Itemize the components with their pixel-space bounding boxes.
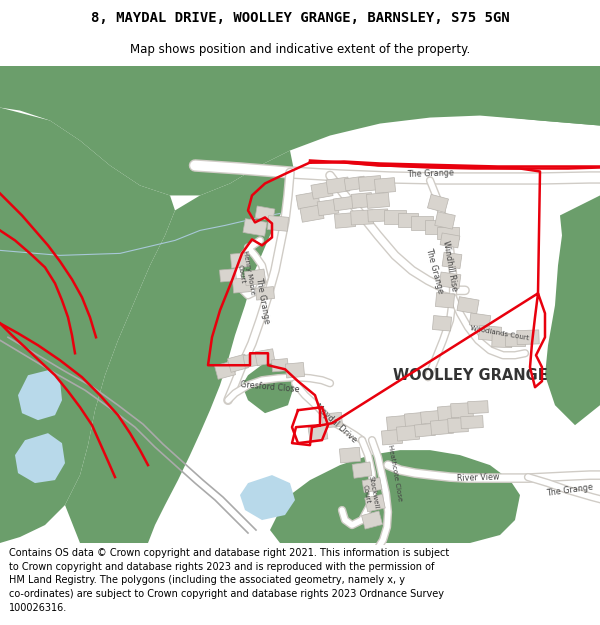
Polygon shape	[467, 401, 488, 414]
Polygon shape	[243, 353, 261, 367]
Polygon shape	[268, 216, 289, 231]
Polygon shape	[244, 269, 266, 286]
Polygon shape	[374, 177, 395, 193]
Polygon shape	[386, 415, 410, 431]
Text: The Grange: The Grange	[254, 276, 272, 324]
Polygon shape	[15, 433, 65, 483]
Polygon shape	[439, 272, 461, 289]
Polygon shape	[308, 425, 328, 441]
Text: Stockwell
Court: Stockwell Court	[361, 476, 379, 511]
Polygon shape	[411, 216, 433, 231]
Polygon shape	[382, 429, 403, 445]
Polygon shape	[437, 228, 459, 239]
Polygon shape	[18, 370, 62, 420]
Polygon shape	[0, 107, 175, 543]
Polygon shape	[421, 410, 443, 424]
Polygon shape	[469, 313, 491, 328]
Polygon shape	[358, 176, 382, 191]
Polygon shape	[437, 406, 458, 421]
Polygon shape	[317, 199, 339, 216]
Polygon shape	[384, 211, 406, 224]
Polygon shape	[404, 412, 425, 428]
Polygon shape	[270, 450, 520, 543]
Polygon shape	[427, 194, 449, 213]
Text: Windhill Rise: Windhill Rise	[441, 239, 459, 291]
Polygon shape	[457, 297, 479, 314]
Polygon shape	[227, 354, 248, 372]
Text: Map shows position and indicative extent of the property.: Map shows position and indicative extent…	[130, 42, 470, 56]
Polygon shape	[232, 278, 251, 293]
Text: Woodlands Court: Woodlands Court	[470, 325, 530, 341]
Polygon shape	[397, 425, 419, 441]
Polygon shape	[242, 360, 295, 413]
Polygon shape	[322, 412, 343, 428]
Polygon shape	[255, 349, 275, 366]
Text: The Grange: The Grange	[406, 168, 454, 179]
Polygon shape	[490, 66, 600, 126]
Text: WOOLLEY GRANGE: WOOLLEY GRANGE	[392, 368, 547, 382]
Polygon shape	[433, 316, 452, 331]
Polygon shape	[340, 448, 361, 463]
Polygon shape	[448, 418, 469, 432]
Polygon shape	[220, 269, 236, 282]
Polygon shape	[425, 221, 445, 234]
Polygon shape	[296, 192, 320, 209]
Polygon shape	[256, 287, 274, 300]
Text: Maydal Drive: Maydal Drive	[313, 402, 359, 444]
Polygon shape	[361, 511, 383, 529]
Polygon shape	[362, 478, 382, 492]
Polygon shape	[505, 334, 525, 346]
Polygon shape	[435, 212, 455, 229]
Polygon shape	[0, 66, 600, 196]
Polygon shape	[334, 213, 356, 228]
Text: Gresford Close: Gresford Close	[240, 380, 300, 394]
Text: Contains OS data © Crown copyright and database right 2021. This information is : Contains OS data © Crown copyright and d…	[9, 548, 449, 612]
Polygon shape	[440, 233, 460, 248]
Polygon shape	[442, 253, 462, 269]
Polygon shape	[311, 182, 333, 199]
Polygon shape	[352, 192, 373, 208]
Polygon shape	[451, 402, 473, 418]
Polygon shape	[545, 196, 600, 425]
Polygon shape	[352, 462, 372, 478]
Polygon shape	[272, 359, 289, 372]
Polygon shape	[436, 292, 455, 308]
Text: 8, MAYDAL DRIVE, WOOLLEY GRANGE, BARNSLEY, S75 5GN: 8, MAYDAL DRIVE, WOOLLEY GRANGE, BARNSLE…	[91, 11, 509, 26]
Polygon shape	[492, 333, 512, 348]
Polygon shape	[286, 362, 305, 378]
Polygon shape	[367, 192, 389, 208]
Polygon shape	[350, 210, 373, 225]
Polygon shape	[243, 219, 267, 236]
Polygon shape	[478, 326, 502, 341]
Polygon shape	[230, 253, 250, 268]
Polygon shape	[333, 196, 357, 211]
Polygon shape	[365, 494, 385, 512]
Text: The Grange: The Grange	[546, 482, 594, 498]
Polygon shape	[461, 416, 483, 429]
Text: Heathcote Close: Heathcote Close	[387, 444, 403, 502]
Polygon shape	[65, 151, 295, 543]
Text: River View: River View	[457, 473, 499, 483]
Polygon shape	[214, 361, 236, 379]
Polygon shape	[300, 204, 324, 222]
Polygon shape	[255, 206, 275, 221]
Polygon shape	[344, 176, 366, 191]
Polygon shape	[368, 209, 388, 222]
Polygon shape	[326, 177, 350, 194]
Polygon shape	[517, 330, 539, 344]
Text: Henry Moore
Court: Henry Moore Court	[235, 250, 255, 296]
Polygon shape	[240, 475, 295, 520]
Polygon shape	[430, 419, 454, 435]
Text: The Grange: The Grange	[425, 246, 445, 294]
Polygon shape	[415, 423, 436, 437]
Polygon shape	[398, 213, 418, 228]
